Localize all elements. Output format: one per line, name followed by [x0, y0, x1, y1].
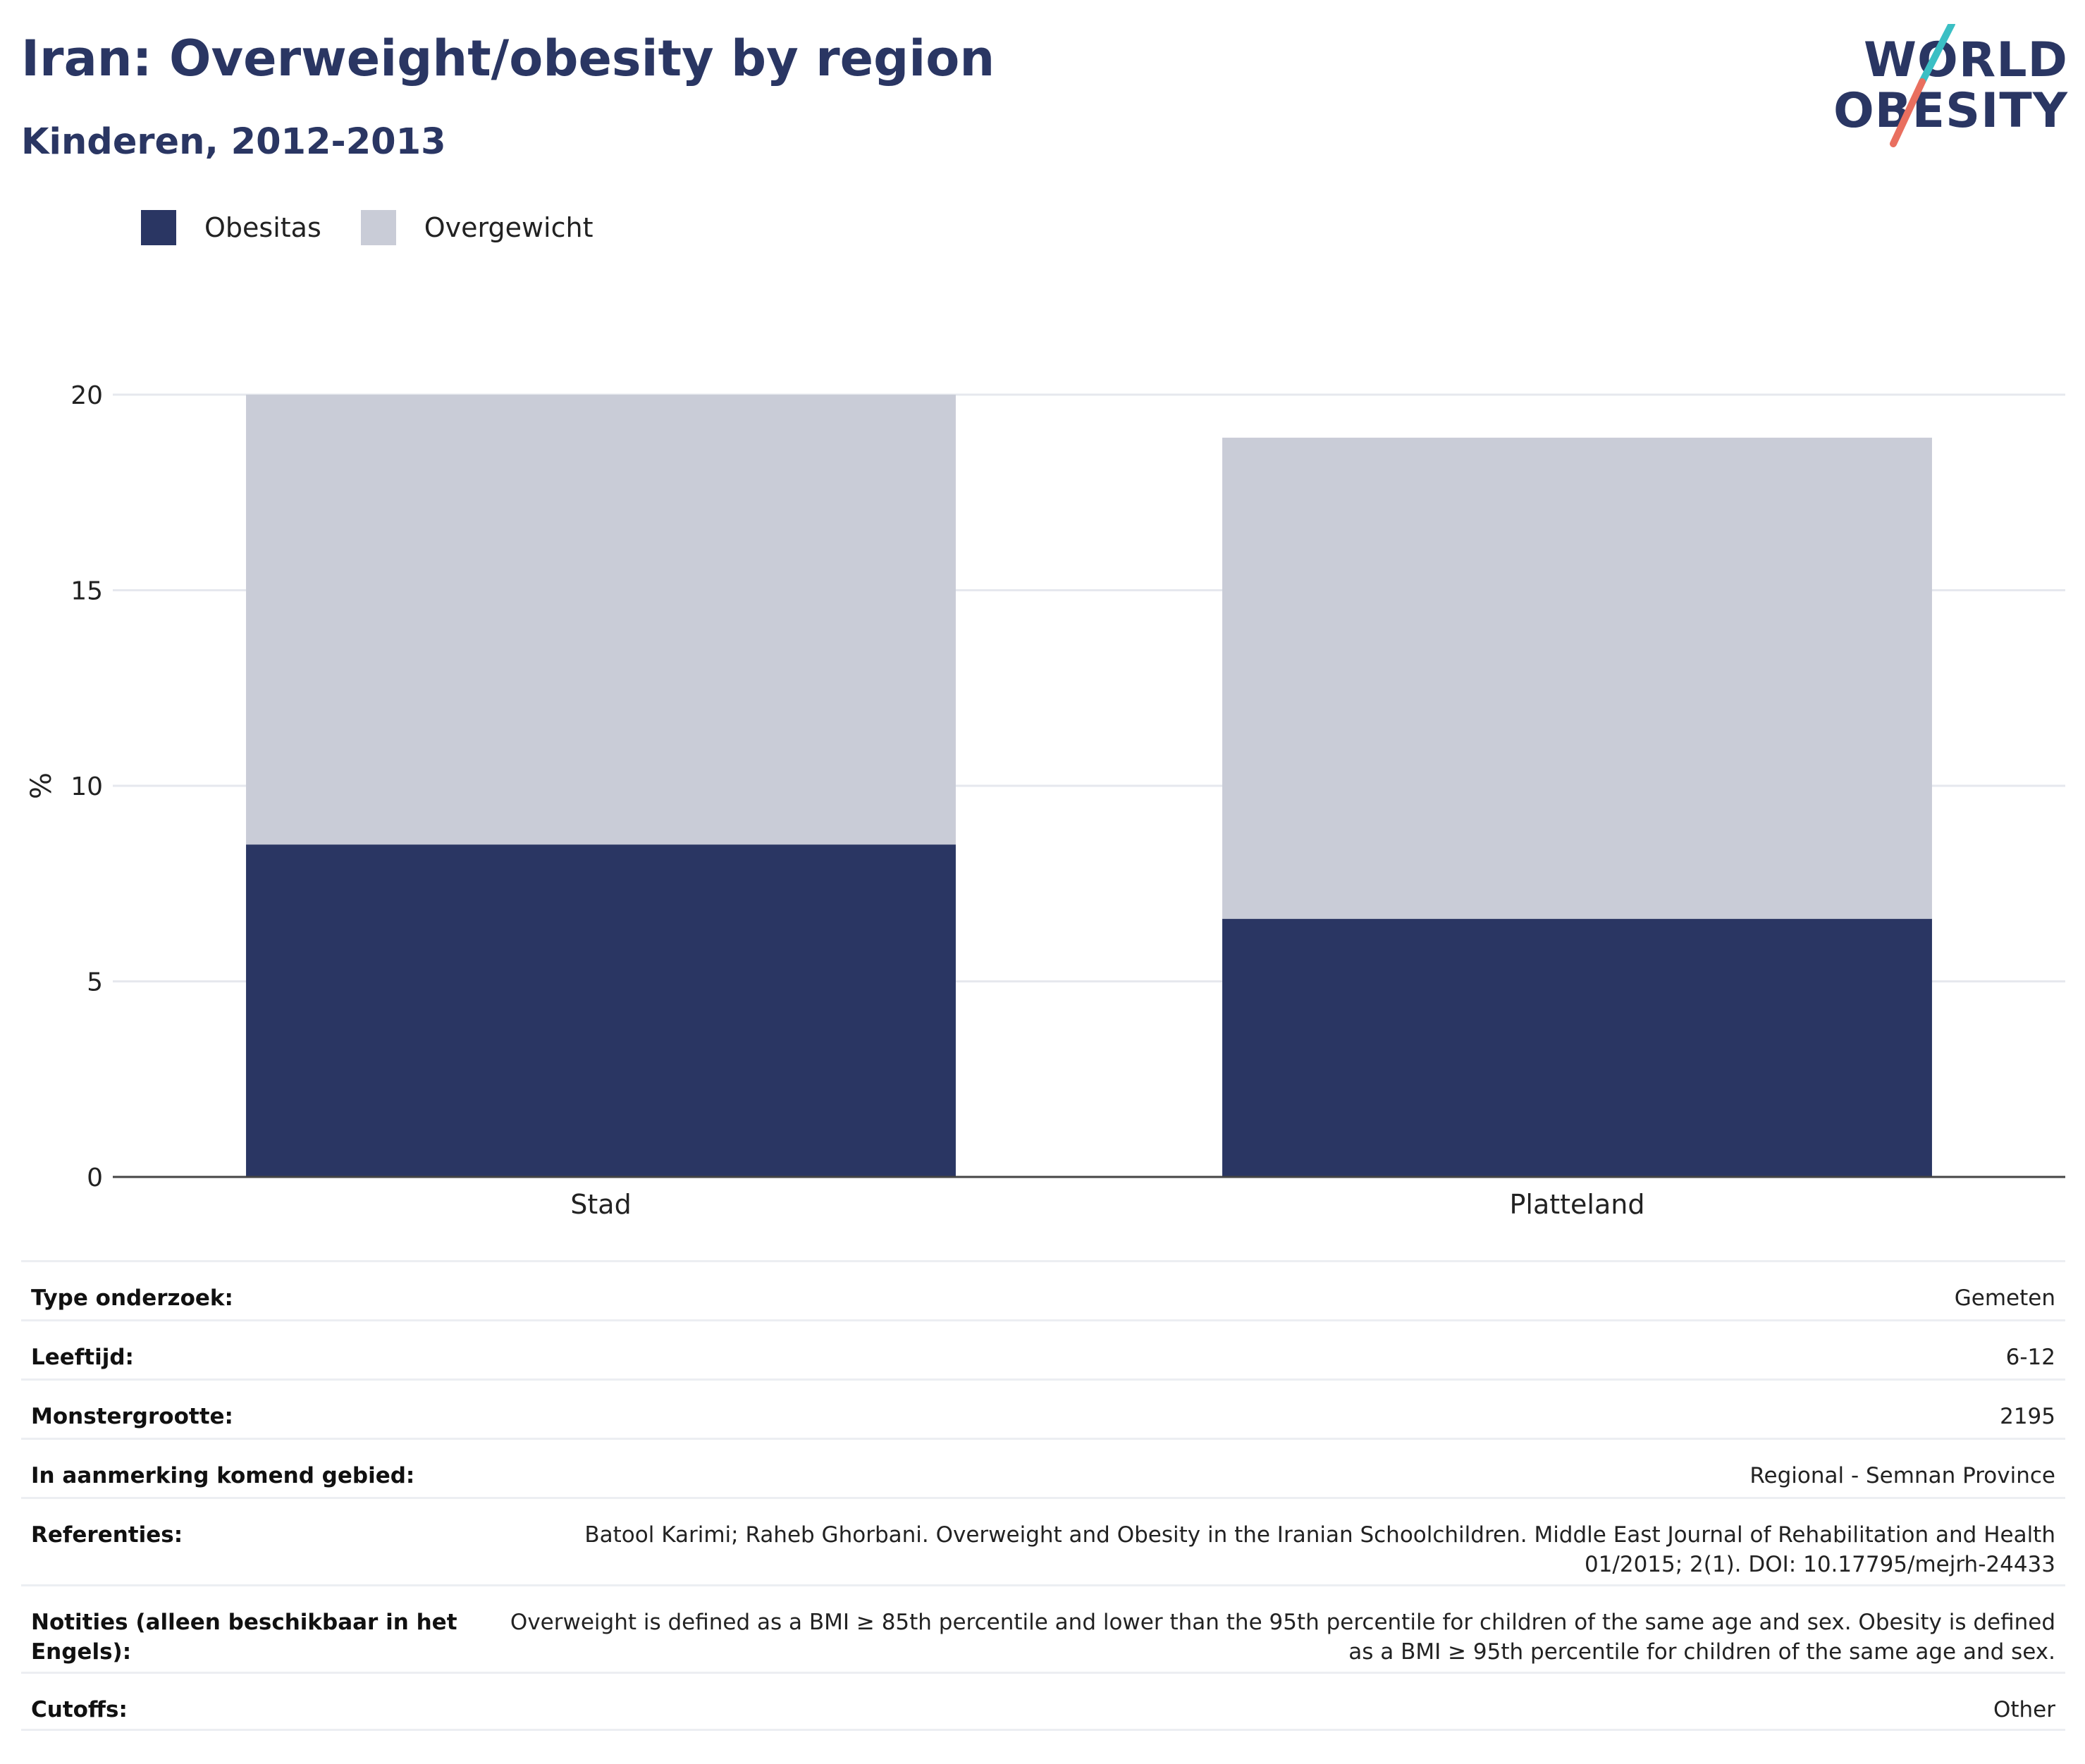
world-obesity-logo: WORLD OBESITY — [1833, 24, 2068, 148]
legend-swatch-obesitas — [141, 210, 176, 245]
legend-item-overgewicht[interactable]: Overgewicht — [360, 210, 593, 245]
bar-obesitas-platteland[interactable] — [1222, 918, 1932, 1177]
y-tick-label: 10 — [70, 772, 103, 801]
details-row-value: Other — [1993, 1697, 2055, 1722]
y-tick-label: 15 — [70, 577, 103, 606]
details-row: Notities (alleen beschikbaar in het Enge… — [21, 1584, 2065, 1672]
y-tick-label: 5 — [87, 968, 103, 997]
y-tick-label: 0 — [87, 1164, 103, 1192]
details-row: Type onderzoek: Gemeten — [21, 1260, 2065, 1319]
details-row-label: Leeftijd: — [31, 1345, 134, 1370]
details-row-label: Notities (alleen beschikbaar in het Enge… — [31, 1610, 457, 1665]
y-axis-label: % — [25, 772, 58, 799]
logo-line-world: WORLD — [1864, 32, 2068, 88]
chart-legend: Obesitas Overgewicht — [141, 210, 633, 245]
details-row-value: Gemeten — [1954, 1285, 2055, 1311]
x-tick-label: Platteland — [1510, 1189, 1645, 1220]
details-row-value: 2195 — [2000, 1404, 2055, 1429]
details-row-label: In aanmerking komend gebied: — [31, 1463, 415, 1488]
y-tick-label: 20 — [70, 381, 103, 410]
logo-slash-teal — [1919, 24, 1955, 85]
details-row: Monstergrootte: 2195 — [21, 1378, 2065, 1438]
details-row: Cutoffs: Other — [21, 1672, 2065, 1731]
details-row-value: Overweight is defined as a BMI ≥ 85th pe… — [510, 1610, 2055, 1665]
stacked-bar-chart: 0 5 10 15 20% Stad Platteland — [25, 381, 2065, 1220]
details-row-label: Monstergrootte: — [31, 1404, 233, 1429]
legend-item-obesitas[interactable]: Obesitas — [141, 210, 321, 245]
details-row-value: Regional - Semnan Province — [1749, 1463, 2055, 1488]
logo-line-obesity: OBESITY — [1833, 83, 2068, 139]
chart-subtitle: Kinderen, 2012-2013 — [21, 121, 446, 163]
bar-overgewicht-stad[interactable] — [246, 395, 956, 845]
bar-obesitas-stad[interactable] — [246, 844, 956, 1177]
details-row: Leeftijd: 6-12 — [21, 1319, 2065, 1378]
details-row: In aanmerking komend gebied: Regional - S… — [21, 1438, 2065, 1497]
legend-label-obesitas: Obesitas — [204, 212, 321, 243]
details-row-label: Referenties: — [31, 1522, 183, 1548]
details-row: Referenties: Batool Karimi; Raheb Ghorban… — [21, 1497, 2065, 1584]
logo-slash-coral — [1890, 78, 1926, 147]
chart-title: Iran: Overweight/obesity by region — [21, 30, 995, 87]
legend-swatch-overgewicht — [360, 210, 396, 245]
details-row-label: Type onderzoek: — [31, 1285, 233, 1311]
details-row-value: 6-12 — [2005, 1345, 2055, 1370]
details-table: Type onderzoek: Gemeten Leeftijd: 6-12 Monst… — [21, 1260, 2065, 1731]
logo-slash-icon — [1890, 24, 1955, 147]
x-tick-label: Stad — [570, 1189, 631, 1220]
details-row-label: Cutoffs: — [31, 1697, 128, 1722]
details-row-value: Batool Karimi; Raheb Ghorbani. Overweigh… — [584, 1522, 2055, 1577]
bar-overgewicht-platteland[interactable] — [1222, 438, 1932, 919]
legend-label-overgewicht: Overgewicht — [424, 212, 593, 243]
